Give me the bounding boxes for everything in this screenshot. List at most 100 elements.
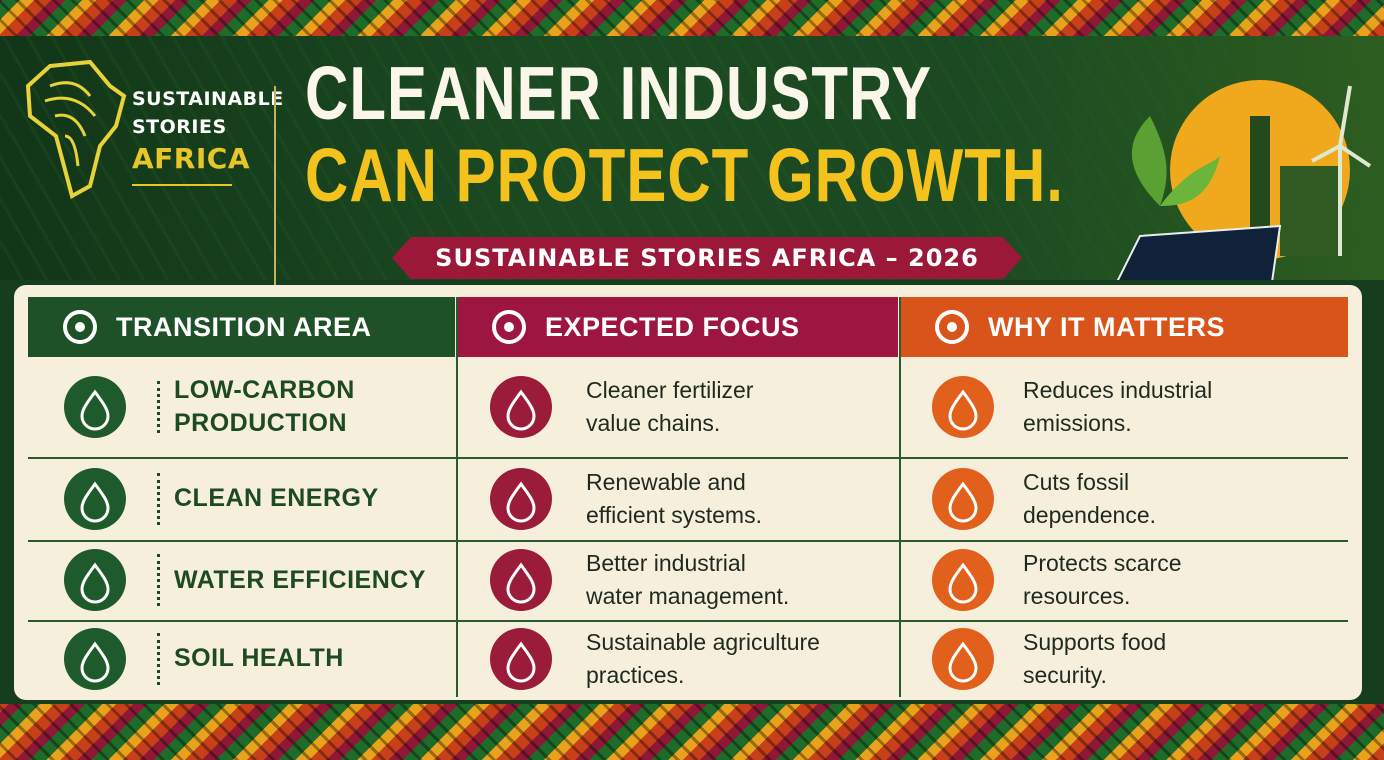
row-icon	[932, 627, 994, 690]
row-icon	[932, 467, 994, 530]
icon-glyph	[506, 389, 536, 431]
icon-shape	[948, 389, 978, 431]
cell-text: WATER EFFICIENCY	[174, 564, 426, 597]
icon-shape	[506, 562, 536, 604]
icon-glyph	[80, 480, 110, 522]
row-icon	[490, 467, 552, 530]
cell-line: value chains.	[586, 410, 721, 436]
column-header: WHY IT MATTERS	[900, 297, 1348, 357]
icon-glyph	[80, 640, 110, 682]
title-line: CAN PROTECT GROWTH.	[305, 133, 1064, 217]
icon-glyph	[80, 562, 110, 604]
row-icon	[932, 549, 994, 611]
icon-shape	[947, 322, 957, 332]
dotted-separator	[157, 554, 160, 606]
cell-text: SOIL HEALTH	[174, 642, 344, 675]
cell-line: LOW-CARBON	[174, 376, 355, 404]
icon-glyph	[948, 562, 978, 604]
industry-illustration	[1116, 85, 1372, 280]
icon-shape	[492, 310, 526, 344]
column-divider	[456, 297, 458, 697]
cell-line: CLEAN ENERGY	[174, 484, 379, 512]
row-icon	[64, 549, 126, 611]
header-text: WHY IT MATTERS	[988, 312, 1225, 342]
brand-line: AFRICA	[132, 142, 250, 175]
brand-line: STORIES	[132, 116, 227, 138]
leaf	[1160, 156, 1220, 206]
column-divider	[899, 297, 901, 697]
icon-glyph	[948, 480, 978, 522]
cell-text: Renewable and efficient systems.	[586, 466, 762, 532]
row-divider	[28, 540, 1348, 542]
cell-line: practices.	[586, 661, 685, 688]
cell-text: Protects scarce resources.	[1023, 547, 1182, 613]
icon-shape	[80, 389, 110, 431]
cell-line: water management.	[586, 583, 790, 609]
header-icon	[492, 310, 526, 344]
icon-glyph	[506, 640, 536, 682]
cell-text: Reduces industrial emissions.	[1023, 374, 1212, 440]
icon-shape	[948, 640, 978, 682]
icon-shape	[506, 640, 536, 682]
cell-line: WATER EFFICIENCY	[174, 565, 426, 594]
icon-shape	[80, 640, 110, 682]
icon-shape	[80, 480, 110, 522]
cell-line: efficient systems.	[586, 501, 762, 528]
dotted-separator	[157, 632, 160, 685]
icon-shape	[63, 310, 97, 344]
icon-shape	[948, 562, 978, 604]
column-header: TRANSITION AREA	[28, 297, 455, 357]
cell-line: Cleaner fertilizer	[586, 377, 754, 403]
africa-logo	[25, 59, 127, 199]
cell-line: Renewable and	[586, 468, 746, 495]
cell-line: Cuts fossil	[1023, 468, 1130, 495]
icon-shape	[935, 310, 969, 344]
icon-shape	[75, 322, 85, 332]
logo-outline	[25, 59, 127, 199]
cell-line: Supports food	[1023, 628, 1167, 655]
row-icon	[932, 376, 994, 438]
row-divider	[28, 620, 1348, 622]
dotted-separator	[157, 472, 160, 525]
row-icon	[490, 627, 552, 690]
icon-shape	[504, 322, 514, 332]
row-divider	[28, 457, 1348, 459]
cell-line: security.	[1023, 661, 1107, 688]
icon-glyph	[80, 389, 110, 431]
header: SUSTAINABLE STORIES AFRICA CLEANER INDUS…	[0, 36, 1384, 306]
cell-line: Reduces industrial	[1023, 377, 1213, 403]
logo-lines	[44, 81, 97, 167]
title-line: CLEANER INDUSTRY	[305, 51, 933, 135]
icon-glyph	[506, 562, 536, 604]
banner: SUSTAINABLE STORIES AFRICA – 2026	[392, 237, 1022, 279]
cell-line: PRODUCTION	[174, 409, 348, 437]
cell-text: Sustainable agriculture practices.	[586, 626, 820, 692]
row-icon	[490, 549, 552, 611]
icon-shape	[506, 389, 536, 431]
column-header: EXPECTED FOCUS	[457, 297, 898, 357]
cell-line: Sustainable agriculture	[586, 628, 820, 655]
row-icon	[490, 376, 552, 438]
leaf	[1131, 116, 1167, 206]
header-text: TRANSITION AREA	[116, 312, 372, 342]
icon-glyph	[506, 480, 536, 522]
header-icon	[935, 310, 969, 344]
brand-underline	[132, 184, 232, 186]
cell-text: CLEAN ENERGY	[174, 482, 379, 515]
cell-line: SOIL HEALTH	[174, 644, 344, 672]
cell-text: LOW-CARBON PRODUCTION	[174, 374, 355, 440]
icon-shape	[80, 562, 110, 604]
cell-line: Better industrial	[586, 550, 746, 576]
solar-panel	[1116, 224, 1282, 280]
row-icon	[64, 376, 126, 438]
header-icon	[63, 310, 97, 344]
pattern-border	[0, 704, 1384, 760]
cell-line: resources.	[1023, 583, 1131, 609]
chimney	[1250, 116, 1270, 256]
dotted-separator	[157, 381, 160, 433]
cell-line: emissions.	[1023, 410, 1132, 436]
cell-text: Cleaner fertilizer value chains.	[586, 374, 753, 440]
cell-text: Supports food security.	[1023, 626, 1166, 692]
cell-line: Protects scarce	[1023, 550, 1182, 576]
